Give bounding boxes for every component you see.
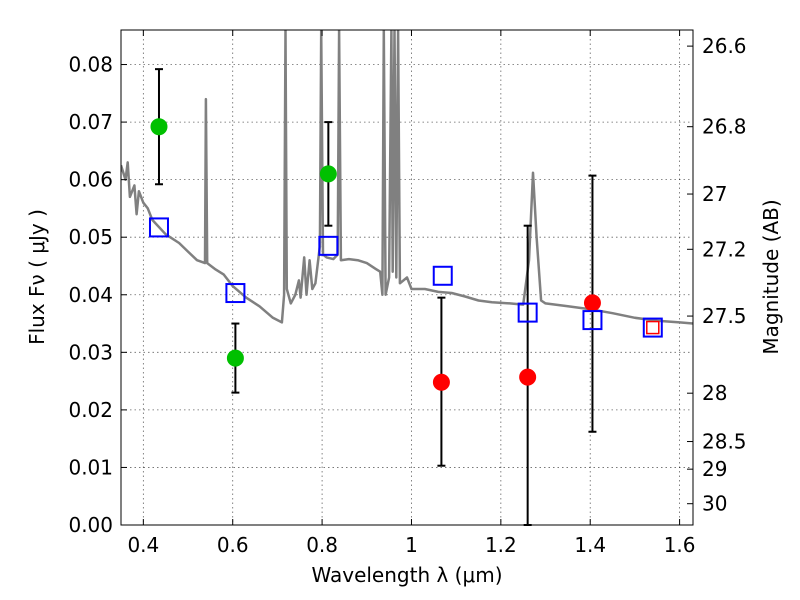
flux-point [583,294,601,312]
y2-tick-label: 29 [702,457,727,481]
y-tick-label: 0.07 [68,110,113,134]
model-flux-square [148,217,169,238]
y2-tick-label: 28 [702,381,727,405]
data-markers [148,118,663,391]
model-flux-square [225,283,246,304]
flux-point [319,165,337,183]
y2-tick-label: 28.5 [702,430,747,454]
model-flux-square [432,265,453,286]
y-tick-label: 0.01 [68,455,113,479]
y-tick-label: 0.06 [68,168,113,192]
x-tick-label: 1.4 [574,533,606,557]
x-tick-label: 0.8 [306,533,338,557]
flux-point [226,349,244,367]
y2-tick-label: 27.5 [702,304,747,328]
y-tick-label: 0.04 [68,283,113,307]
spectrum-line [121,30,693,325]
model-spectrum [121,30,693,325]
y-tick-label: 0.05 [68,225,113,249]
y-tick-label: 0.03 [68,340,113,364]
x-tick-label: 0.6 [217,533,249,557]
x-tick-label: 1 [405,533,418,557]
model-flux-square [517,302,538,323]
y2-tick-label: 27.2 [702,237,747,261]
y-tick-label: 0.00 [68,513,113,537]
model-flux-square [318,235,339,256]
y-tick-label: 0.02 [68,398,113,422]
grid [121,30,693,526]
model-flux-square-inner [646,320,660,335]
y2-tick-label: 26.6 [702,34,747,58]
y2-axis-label: Magnitude (AB) [759,199,783,354]
plot-frame [120,29,694,526]
x-tick-label: 1.2 [485,533,517,557]
flux-point [519,368,537,386]
x-tick-label: 1.6 [664,533,696,557]
model-flux-square [642,317,663,338]
flux-point [150,118,168,136]
y2-tick-label: 27 [702,182,727,206]
y2-tick-label: 26.8 [702,115,747,139]
flux-point [432,373,450,391]
axis-ticks: 0.4 0.6 0.8 1 1.2 1.4 1.6 0.00 0.01 0.02 0.03 0.04 0… [68,30,747,557]
y-axis-label: Flux Fν ( μJy ) [25,209,49,345]
x-tick-label: 0.4 [127,533,159,557]
x-axis-label: Wavelength λ (μm) [311,563,502,587]
y2-tick-label: 30 [702,492,727,516]
model-flux-square [582,310,603,331]
y-tick-label: 0.08 [68,53,113,77]
